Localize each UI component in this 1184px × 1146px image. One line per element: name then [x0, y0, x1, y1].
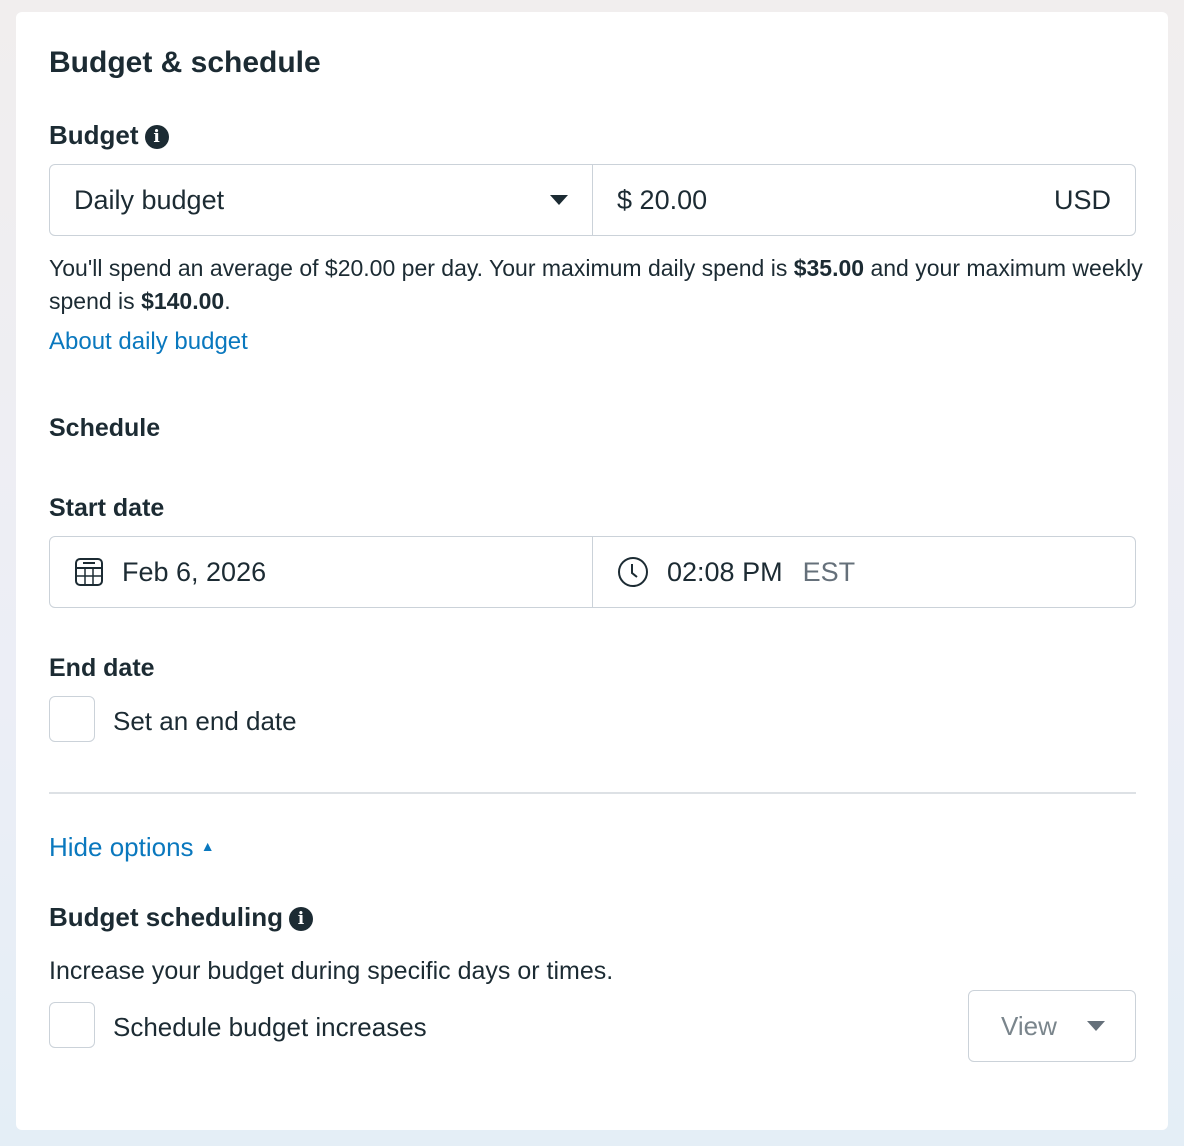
schedule-increases-label[interactable]: Schedule budget increases [113, 1012, 427, 1042]
start-time-value: 02:08 PM [667, 556, 783, 587]
budget-scheduling-label: Budget scheduling i [49, 902, 313, 933]
schedule-increases-checkbox[interactable] [49, 1002, 95, 1048]
end-date-label: End date [49, 654, 155, 682]
budget-summary: You'll spend an average of $20.00 per da… [49, 252, 1144, 318]
budget-scheduling-text: Budget scheduling [49, 902, 283, 932]
budget-type-value: Daily budget [74, 184, 225, 215]
caret-up-icon: ▲ [200, 838, 215, 854]
summary-text: and your maximum weekly spend is [49, 255, 1143, 314]
info-icon[interactable]: i [289, 907, 313, 931]
budget-schedule-card: Budget & schedule Budget i Daily budget $… [16, 12, 1168, 1130]
amount-value: 20.00 [639, 184, 708, 215]
hide-options-toggle[interactable]: Hide options ▲ [49, 832, 215, 863]
timezone: EST [802, 556, 856, 587]
max-weekly: $140.00 [141, 288, 225, 314]
start-date-value: Feb 6, 2026 [122, 556, 267, 587]
schedule-label: Schedule [49, 414, 161, 442]
caret-down-icon [1087, 1021, 1105, 1031]
budget-label-text: Budget [49, 120, 139, 150]
section-title: Budget & schedule [49, 46, 321, 79]
budget-scheduling-description: Increase your budget during specific day… [49, 957, 614, 985]
start-date-input[interactable]: Feb 6, 2026 [50, 537, 592, 607]
start-time-input[interactable]: 02:08 PM EST [592, 537, 1135, 607]
summary-text: . [224, 288, 231, 314]
divider [49, 792, 1136, 794]
currency-code: USD [1053, 184, 1111, 215]
budget-amount-input[interactable]: $ 20.00 USD [592, 165, 1135, 235]
start-date-label: Start date [49, 494, 165, 522]
clock-icon [618, 557, 648, 587]
view-dropdown[interactable]: View [968, 990, 1136, 1062]
view-label: View [1001, 1010, 1057, 1041]
calendar-icon [75, 558, 103, 586]
caret-down-icon [550, 195, 568, 205]
start-date-group: Feb 6, 2026 02:08 PM EST [49, 536, 1136, 608]
end-date-checkbox-label[interactable]: Set an end date [113, 706, 297, 736]
budget-input-group: Daily budget $ 20.00 USD [49, 164, 1136, 236]
max-daily: $35.00 [793, 255, 865, 281]
end-date-checkbox[interactable] [49, 696, 95, 742]
currency-symbol: $ [617, 184, 633, 215]
budget-label: Budget i [49, 120, 169, 151]
summary-text: You'll spend an average of $20.00 per da… [49, 255, 794, 281]
budget-type-dropdown[interactable]: Daily budget [50, 165, 592, 235]
about-daily-budget-link[interactable]: About daily budget [49, 328, 248, 355]
hide-options-text: Hide options [49, 832, 194, 862]
info-icon[interactable]: i [144, 125, 169, 149]
